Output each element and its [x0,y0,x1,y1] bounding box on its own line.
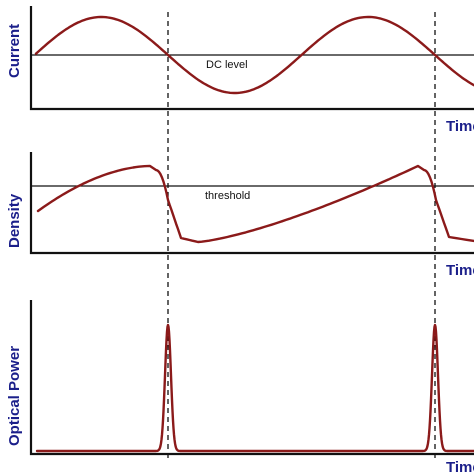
optical-axes [29,300,474,456]
optical-power-trace [35,323,474,453]
density-axes [29,152,474,255]
current-axis-label: Current [6,24,23,78]
density-panel: threshold Density Time [6,152,474,279]
threshold-label: threshold [205,190,250,202]
optical-panel: Optical Power Time [6,300,474,474]
current-axes [29,6,474,111]
current-panel: DC level Current Time [6,6,474,135]
current-time-label: Time [446,118,474,135]
current-trace [34,15,474,95]
dc-level-label: DC level [206,59,248,71]
density-axis-label: Density [6,193,23,248]
optical-time-label: Time [446,459,474,474]
optical-power-axis-label: Optical Power [6,346,23,446]
density-time-label: Time [446,262,474,279]
density-trace [36,164,474,244]
